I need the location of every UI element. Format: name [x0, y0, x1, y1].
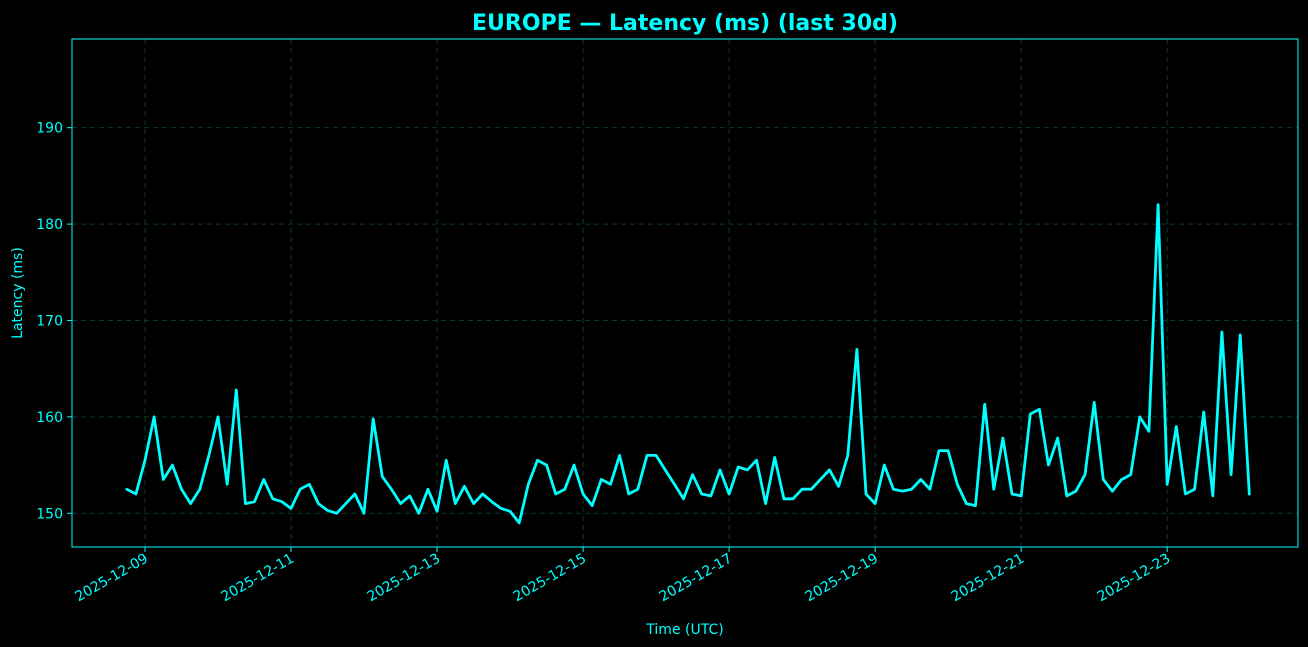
y-tick-label: 160 — [36, 410, 63, 426]
y-tick-label: 190 — [36, 121, 63, 137]
x-axis-label: Time (UTC) — [645, 622, 723, 638]
y-tick-label: 170 — [36, 313, 63, 329]
y-axis-label: Latency (ms) — [10, 247, 26, 339]
chart-title: EUROPE — Latency (ms) (last 30d) — [472, 11, 898, 36]
y-tick-label: 150 — [36, 506, 63, 522]
latency-series-line — [125, 203, 1251, 525]
series-layer — [125, 203, 1251, 525]
plot-frame — [71, 38, 1299, 548]
y-axis-ticks: 150 160 170 180 190 — [36, 121, 72, 522]
y-tick-label: 180 — [36, 217, 63, 233]
